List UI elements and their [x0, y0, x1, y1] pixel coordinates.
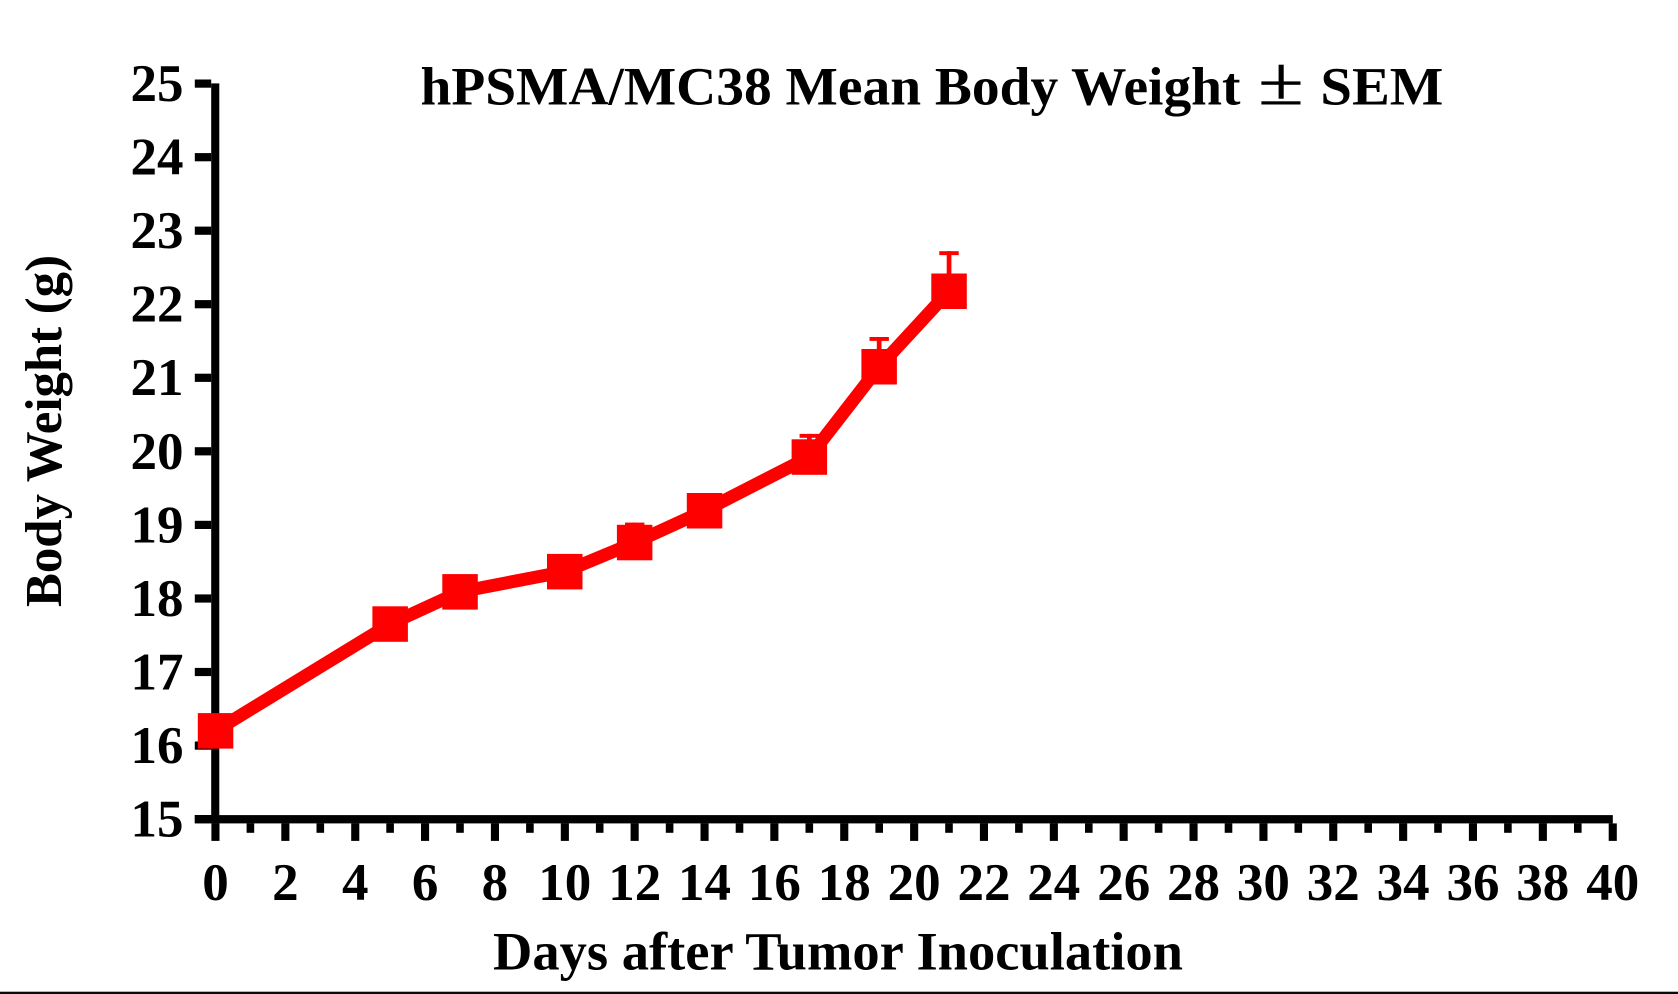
svg-text:0: 0 [202, 854, 229, 912]
svg-text:4: 4 [342, 854, 369, 912]
svg-text:SEM: SEM [1320, 55, 1443, 116]
svg-text:40: 40 [1586, 854, 1639, 912]
svg-text:23: 23 [131, 202, 184, 260]
svg-text:19: 19 [131, 496, 184, 554]
svg-text:36: 36 [1447, 854, 1500, 912]
svg-text:20: 20 [888, 854, 941, 912]
svg-text:38: 38 [1516, 854, 1569, 912]
svg-text:10: 10 [538, 854, 591, 912]
svg-text:24: 24 [1027, 854, 1080, 912]
svg-text:16: 16 [131, 717, 184, 775]
svg-text:20: 20 [131, 423, 184, 481]
svg-text:22: 22 [131, 276, 184, 334]
svg-text:32: 32 [1307, 854, 1360, 912]
svg-text:21: 21 [131, 349, 184, 407]
svg-text:28: 28 [1167, 854, 1220, 912]
svg-text:18: 18 [131, 570, 184, 628]
svg-text:22: 22 [958, 854, 1011, 912]
svg-text:Body Weight (g): Body Weight (g) [16, 255, 73, 607]
svg-text:12: 12 [608, 854, 661, 912]
svg-text:14: 14 [678, 854, 731, 912]
svg-text:2: 2 [272, 854, 299, 912]
svg-text:Days after Tumor Inoculation: Days after Tumor Inoculation [493, 920, 1183, 981]
svg-text:6: 6 [412, 854, 439, 912]
svg-text:16: 16 [748, 854, 801, 912]
svg-text:30: 30 [1237, 854, 1290, 912]
svg-text:17: 17 [131, 643, 184, 701]
svg-text:8: 8 [482, 854, 509, 912]
svg-text:34: 34 [1377, 854, 1430, 912]
svg-text:18: 18 [818, 854, 871, 912]
svg-text:26: 26 [1097, 854, 1150, 912]
svg-text:15: 15 [131, 791, 184, 849]
svg-text:24: 24 [131, 129, 184, 187]
svg-text:hPSMA/MC38 Mean Body Weight: hPSMA/MC38 Mean Body Weight [421, 55, 1241, 116]
svg-text:25: 25 [131, 55, 184, 113]
